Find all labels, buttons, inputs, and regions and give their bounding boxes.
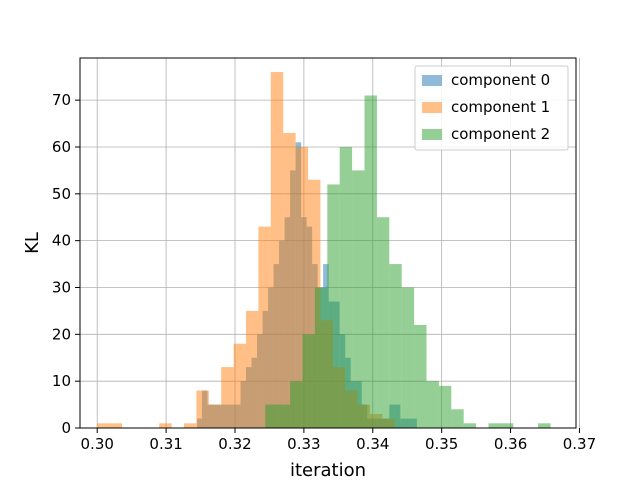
y-tick-label-0: 0 — [61, 419, 71, 437]
y-tick-label-4: 40 — [52, 232, 71, 250]
plot-frame — [79, 57, 577, 429]
bar-series-2-bin-3 — [302, 334, 315, 428]
x-tick-label-1: 0.31 — [149, 435, 182, 453]
legend-label-1: component 1 — [451, 98, 550, 116]
bar-series-2-bin-11 — [401, 287, 415, 428]
bar-series-1-bin-11 — [233, 343, 247, 428]
x-tick-label-4: 0.34 — [356, 435, 389, 453]
bar-series-2-bin-8 — [364, 95, 377, 428]
y-tick-label-1: 10 — [52, 372, 71, 390]
x-tick-label-6: 0.36 — [494, 435, 527, 453]
legend: component 0 component 1 component 2 — [414, 65, 569, 151]
x-tick-label-2: 0.32 — [218, 435, 251, 453]
histogram-bars — [97, 72, 551, 429]
bar-series-1-bin-14 — [270, 72, 284, 429]
bar-series-2-bin-4 — [314, 287, 328, 428]
y-tick-label-7: 70 — [52, 91, 71, 109]
bar-series-1-bin-0 — [97, 423, 110, 428]
y-tick-label-6: 60 — [52, 138, 71, 156]
x-tick-label-3: 0.33 — [287, 435, 320, 453]
bar-series-2-bin-2 — [290, 381, 303, 428]
bar-series-2-bin-22 — [538, 423, 551, 428]
bar-series-1-bin-13 — [258, 226, 271, 428]
x-tick-label-5: 0.35 — [425, 435, 458, 453]
bar-series-2-bin-6 — [339, 146, 353, 428]
bar-series-2-bin-7 — [352, 170, 365, 428]
legend-label-0: component 0 — [451, 71, 550, 89]
bar-series-2-bin-15 — [451, 409, 464, 428]
bar-series-2-bin-1 — [277, 404, 291, 428]
bar-series-2-bin-0 — [265, 404, 278, 428]
bar-series-2-bin-14 — [438, 385, 452, 428]
bar-series-1-bin-15 — [283, 132, 296, 428]
legend-swatch-0 — [422, 75, 442, 86]
series-2-bars — [265, 95, 551, 428]
legend-swatch-2 — [422, 129, 442, 140]
bar-series-2-bin-10 — [389, 264, 402, 428]
y-axis-ticks: 0 10 20 30 40 50 60 70 — [52, 91, 80, 437]
legend-box — [414, 65, 569, 151]
bar-series-2-bin-18 — [488, 423, 501, 428]
legend-swatch-1 — [422, 102, 442, 113]
bar-series-1-bin-7 — [184, 423, 197, 428]
x-tick-label-0: 0.30 — [81, 435, 114, 453]
y-axis-title: KL — [22, 232, 43, 254]
bar-series-1-bin-12 — [246, 310, 259, 428]
x-axis-title: iteration — [290, 460, 366, 480]
bar-series-1-bin-9 — [208, 404, 222, 428]
y-tick-label-2: 20 — [52, 325, 71, 343]
legend-label-2: component 2 — [451, 125, 550, 143]
y-tick-label-3: 30 — [52, 278, 71, 296]
bar-series-1-bin-8 — [196, 390, 209, 428]
x-axis-ticks: 0.30 0.31 0.32 0.33 0.34 0.35 0.36 0.37 — [81, 428, 596, 453]
bar-series-2-bin-13 — [426, 381, 439, 428]
y-tick-label-5: 50 — [52, 185, 71, 203]
bar-series-1-bin-5 — [159, 423, 172, 428]
bar-series-2-bin-12 — [414, 324, 427, 428]
bar-series-2-bin-16 — [463, 423, 477, 428]
bar-series-1-bin-10 — [221, 367, 234, 428]
bar-series-2-bin-19 — [500, 423, 514, 428]
bar-series-2-bin-5 — [327, 184, 340, 428]
x-tick-label-7: 0.37 — [563, 435, 596, 453]
bar-series-2-bin-9 — [376, 217, 390, 428]
bar-series-1-bin-1 — [109, 423, 123, 428]
